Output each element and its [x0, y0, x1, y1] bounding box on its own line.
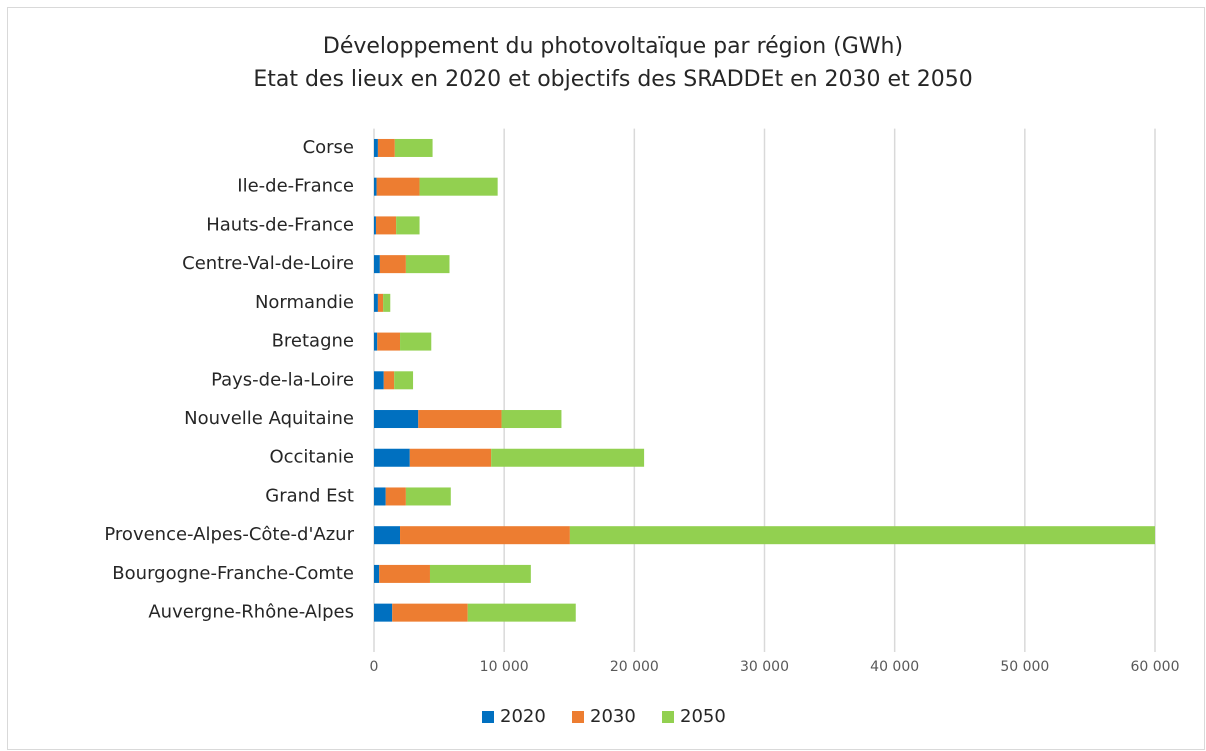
bar-segment [429, 564, 531, 583]
x-tick-label: 20 000 [610, 659, 659, 675]
chart-title: Développement du photovoltaïque par régi… [323, 34, 903, 59]
bar-segment [405, 255, 450, 274]
x-tick-label: 60 000 [1131, 659, 1180, 675]
x-tick-label: 40 000 [870, 659, 919, 675]
y-tick-label: Corse [303, 137, 354, 158]
bar-segment [374, 293, 378, 312]
bar-segment [394, 371, 414, 390]
bar-segment [409, 448, 492, 467]
bar-segment [383, 371, 395, 390]
y-tick-label: Centre-Val-de-Loire [182, 253, 354, 274]
y-tick-label: Bourgogne-Franche-Comte [112, 563, 354, 584]
bar-segment [374, 487, 386, 506]
bar-segment [374, 255, 380, 274]
legend-swatch [572, 711, 584, 723]
bar-segment [374, 448, 410, 467]
bar-segment [376, 177, 420, 196]
bar-segment [419, 177, 498, 196]
bar-segment [374, 177, 377, 196]
bar-segment [394, 138, 433, 157]
y-tick-label: Ile-de-France [237, 176, 354, 197]
y-tick-label: Pays-de-la-Loire [211, 369, 354, 390]
bar-segment [392, 603, 468, 622]
y-tick-label: Bretagne [272, 331, 354, 352]
bar-segment [377, 138, 395, 157]
legend-label: 2030 [590, 706, 636, 727]
bar-segment [374, 526, 401, 545]
x-tick-label: 50 000 [1000, 659, 1049, 675]
y-tick-label: Normandie [255, 292, 354, 313]
y-tick-label: Nouvelle Aquitaine [184, 408, 354, 429]
bar-segment [396, 216, 420, 235]
legend-swatch [662, 711, 674, 723]
y-tick-label: Grand Est [265, 485, 354, 506]
bar-segment [374, 371, 384, 390]
x-tick-label: 30 000 [740, 659, 789, 675]
y-tick-label: Auvergne-Rhône-Alpes [148, 602, 354, 623]
bar-segment [374, 332, 378, 351]
bar-segment [377, 332, 401, 351]
legend-label: 2020 [500, 706, 546, 727]
bar-segment [374, 216, 376, 235]
bar-segment [400, 332, 432, 351]
legend-swatch [482, 711, 494, 723]
legend-label: 2050 [680, 706, 726, 727]
bar-segment [467, 603, 576, 622]
y-tick-label: Occitanie [269, 447, 354, 468]
bar-segment [405, 487, 451, 506]
bar-segment [374, 138, 378, 157]
bar-segment [418, 410, 502, 429]
chart-border [7, 7, 1205, 750]
bar-segment [374, 603, 393, 622]
bar-segment [379, 255, 406, 274]
bar-segment [569, 526, 1155, 545]
bar-segment [385, 487, 406, 506]
bar-segment [400, 526, 570, 545]
x-tick-label: 10 000 [480, 659, 529, 675]
bar-segment [377, 293, 384, 312]
y-tick-label: Provence-Alpes-Côte-d'Azur [104, 524, 354, 545]
bar-segment [375, 216, 397, 235]
y-tick-label: Hauts-de-France [206, 214, 354, 235]
chart-subtitle: Etat des lieux en 2020 et objectifs des … [253, 67, 972, 92]
x-tick-label: 0 [370, 659, 379, 675]
bar-segment [379, 564, 430, 583]
bar-segment [374, 564, 380, 583]
bar-segment [374, 410, 419, 429]
bar-segment [491, 448, 645, 467]
bar-segment [383, 293, 391, 312]
bar-segment [501, 410, 562, 429]
